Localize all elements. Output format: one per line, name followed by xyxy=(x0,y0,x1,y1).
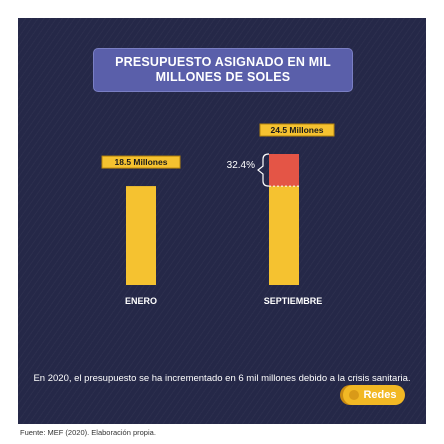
bar-septiembre xyxy=(269,186,299,285)
redes-badge: Redes xyxy=(343,385,405,405)
chart-footnote: En 2020, el presupuesto se ha incrementa… xyxy=(33,373,411,384)
category-label-septiembre: SEPTIEMBRE xyxy=(264,296,323,306)
badge-label: Redes xyxy=(363,389,397,401)
chart-title-line-2: MILLONES DE SOLES xyxy=(155,70,291,84)
bar-enero xyxy=(126,186,156,285)
category-label-enero: ENERO xyxy=(125,296,157,306)
value-label-septiembre: 24.5 Millones xyxy=(271,125,324,135)
bar-septiembre-increase xyxy=(269,154,299,187)
value-label-bg-enero xyxy=(101,155,181,169)
value-label-bg-septiembre xyxy=(259,123,335,137)
chart-title-box: PRESUPUESTO ASIGNADO EN MIL MILLONES DE … xyxy=(93,48,353,92)
increase-percent-label: 32.4% xyxy=(227,160,255,171)
chart-title-line-1: PRESUPUESTO ASIGNADO EN MIL xyxy=(115,55,331,69)
source-note: Fuente: MEF (2020). Elaboración propia. xyxy=(20,428,156,437)
value-label-enero: 18.5 Millones xyxy=(115,157,168,167)
increase-brace xyxy=(257,153,270,187)
badge-dot-icon xyxy=(349,390,359,400)
